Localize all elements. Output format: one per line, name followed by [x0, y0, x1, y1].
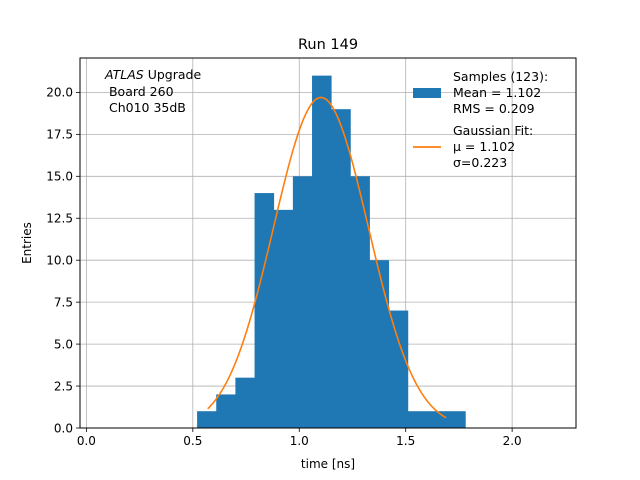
annotation-line-1: ATLAS Upgrade [104, 67, 201, 82]
y-tick-label: 12.5 [46, 212, 73, 226]
annotation-line-2: Board 260 [105, 84, 174, 99]
annotation-line-3: Ch010 35dB [105, 100, 186, 115]
plot-area: 0.0 0.5 1.0 1.5 2.0 0.0 2.5 5.0 7.5 10.0 12.5 15.0 1… [46, 57, 577, 448]
gaussian-fit [207, 96, 447, 419]
x-axis-label: time [ns] [301, 457, 355, 471]
axis-ticks: 0.0 0.5 1.0 1.5 2.0 0.0 2.5 5.0 7.5 10.0 12.5 15.0 1… [46, 86, 521, 448]
legend-text: Samples (123): [453, 69, 548, 84]
y-tick-label: 5.0 [54, 337, 73, 351]
legend-text: Mean = 1.102 [453, 85, 541, 100]
histogram-bar [235, 377, 255, 428]
legend: Samples (123): Mean = 1.102 RMS = 0.209 G… [413, 69, 548, 170]
histogram-bar [426, 411, 447, 428]
histogram-bar [273, 209, 294, 428]
legend-patch [413, 88, 441, 98]
histogram-bar [254, 193, 275, 428]
y-tick-label: 10.0 [46, 253, 73, 267]
histogram-bar [216, 394, 236, 428]
histogram-bar [350, 176, 370, 428]
legend-text: Gaussian Fit: [453, 123, 533, 138]
y-tick-label: 17.5 [46, 128, 73, 142]
histogram-bar [388, 310, 409, 428]
histogram-bar [446, 411, 466, 428]
y-tick-label: 15.0 [46, 170, 73, 184]
x-tick-label: 0.5 [183, 434, 202, 448]
x-tick-label: 1.5 [396, 434, 415, 448]
legend-entry: Gaussian Fit: μ = 1.102 σ=0.223 [413, 123, 533, 170]
legend-text: RMS = 0.209 [453, 101, 535, 116]
histogram-bar [369, 260, 390, 428]
plot-frame [79, 57, 577, 429]
chart-title: Run 149 [298, 37, 358, 53]
annotation-italic: ATLAS [104, 67, 144, 82]
histogram-bar [331, 109, 351, 428]
histogram-bar [407, 411, 428, 428]
legend-text: μ = 1.102 [453, 139, 515, 154]
atlas-annotation: ATLAS Upgrade Board 260 Ch010 35dB [104, 67, 201, 115]
y-tick-label: 20.0 [46, 86, 73, 100]
annotation-line-1-rest: Upgrade [144, 67, 202, 82]
y-tick-label: 2.5 [54, 379, 73, 393]
y-axis-label: Entries [20, 222, 34, 264]
gaussian-fit-line [207, 96, 447, 419]
histogram-bar [292, 176, 313, 428]
y-tick-label: 0.0 [54, 421, 73, 435]
legend-text: σ=0.223 [453, 155, 507, 170]
x-tick-label: 1.0 [290, 434, 309, 448]
x-tick-label: 2.0 [503, 434, 522, 448]
histogram-bars [197, 75, 466, 428]
histogram-bar [312, 75, 332, 428]
histogram-bar [197, 411, 217, 428]
y-tick-label: 7.5 [54, 295, 73, 309]
x-tick-label: 0.0 [77, 434, 96, 448]
legend-entry: Samples (123): Mean = 1.102 RMS = 0.209 [413, 69, 548, 116]
